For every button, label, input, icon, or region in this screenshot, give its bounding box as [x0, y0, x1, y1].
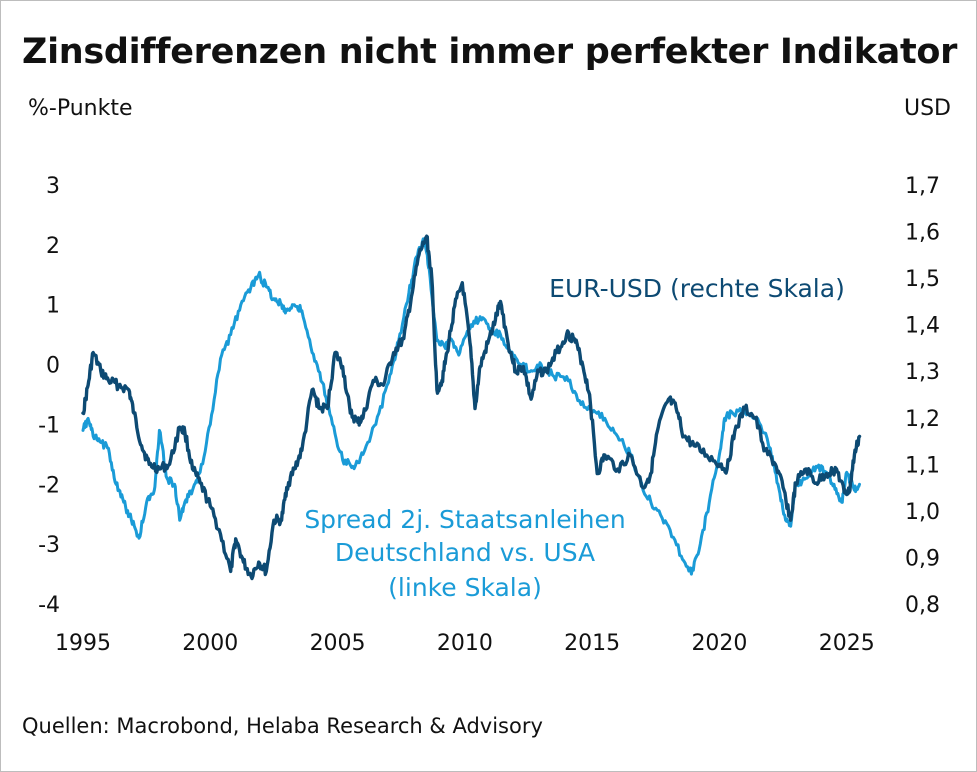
- left-axis-ticks: -4 -3 -2 -1 0 1 2 3: [38, 174, 60, 618]
- left-axis-tick: -1: [38, 413, 60, 438]
- x-axis-ticks: 1995 2000 2005 2010 2015 2020 2025: [55, 631, 875, 656]
- right-axis-tick: 1,2: [905, 407, 940, 432]
- right-axis-tick: 1,5: [905, 267, 940, 292]
- right-axis-tick: 1,0: [905, 500, 940, 525]
- series-layer: [81, 234, 862, 581]
- x-axis-tick: 2005: [310, 631, 366, 656]
- spread-label-line: Deutschland vs. USA: [335, 538, 595, 567]
- x-axis-tick: 2015: [564, 631, 620, 656]
- left-axis-tick: 3: [46, 174, 60, 199]
- x-axis-tick: 2020: [691, 631, 747, 656]
- right-axis-tick: 1,4: [905, 314, 940, 339]
- eurusd-label: EUR-USD (rechte Skala): [549, 274, 845, 303]
- x-axis-tick: 1995: [55, 631, 111, 656]
- right-axis-tick: 0,9: [905, 546, 940, 571]
- x-axis-tick: 2010: [437, 631, 493, 656]
- x-axis-tick: 2025: [819, 631, 875, 656]
- left-axis-tick: 2: [46, 234, 60, 259]
- eurusd-line: [81, 234, 862, 581]
- left-axis-tick: 0: [46, 354, 60, 379]
- right-axis-tick: 1,7: [905, 174, 940, 199]
- spread-label-line: Spread 2j. Staatsanleihen: [304, 505, 625, 534]
- left-axis-tick: 1: [46, 294, 60, 319]
- right-axis-tick: 0,8: [905, 593, 940, 618]
- left-axis-unit: %-Punkte: [28, 96, 133, 121]
- series-labels: EUR-USD (rechte Skala) Spread 2j. Staatsa…: [304, 274, 845, 602]
- spread-line: [81, 237, 861, 576]
- right-axis-tick: 1,1: [905, 453, 940, 478]
- right-axis-unit: USD: [903, 96, 951, 121]
- chart-title: Zinsdifferenzen nicht immer perfekter In…: [22, 32, 958, 72]
- right-axis-tick: 1,3: [905, 360, 940, 385]
- source-note: Quellen: Macrobond, Helaba Research & Ad…: [22, 714, 543, 738]
- right-axis-tick: 1,6: [905, 221, 940, 246]
- left-axis-tick: -3: [38, 533, 60, 558]
- x-axis-tick: 2000: [182, 631, 238, 656]
- left-axis-tick: -2: [38, 473, 60, 498]
- left-axis-tick: -4: [38, 593, 60, 618]
- right-axis-ticks: 0,8 0,9 1,0 1,1 1,2 1,3 1,4 1,5 1,6 1,7: [905, 174, 940, 618]
- spread-label-line: (linke Skala): [388, 573, 542, 602]
